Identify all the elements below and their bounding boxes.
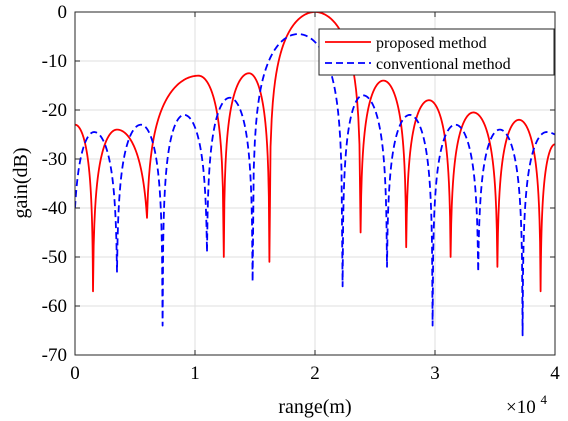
x-axis-label: range(m) — [278, 396, 351, 418]
x-multiplier-exponent: 4 — [540, 392, 547, 407]
x-multiplier-label: ×10 4 — [506, 392, 547, 418]
legend-label-conventional: conventional method — [376, 56, 511, 73]
x-tick-label: 1 — [190, 363, 200, 384]
y-tick-label: -10 — [42, 51, 67, 72]
y-axis-label: gain(dB) — [10, 147, 32, 218]
x-tick-label: 3 — [430, 363, 440, 384]
y-tick-label: 0 — [58, 2, 68, 23]
tick-layer: 0 1 2 3 4 0 -10 -20 -30 -40 -50 -60 -70 — [42, 2, 561, 384]
legend-label-proposed: proposed method — [376, 35, 487, 52]
x-tick-label: 4 — [550, 363, 560, 384]
x-multiplier-base: ×10 — [506, 397, 536, 418]
y-tick-label: -20 — [42, 100, 67, 121]
y-tick-label: -60 — [42, 296, 67, 317]
series-line-proposed — [75, 12, 555, 293]
series-line-conventional — [75, 33, 555, 337]
x-tick-label: 0 — [70, 363, 80, 384]
y-tick-label: -30 — [42, 149, 67, 170]
y-tick-label: -70 — [42, 345, 67, 366]
legend: proposed method conventional method — [318, 28, 555, 76]
x-tick-label: 2 — [310, 363, 320, 384]
legend-box — [318, 28, 555, 76]
y-tick-label: -50 — [42, 247, 67, 268]
y-tick-label: -40 — [42, 198, 67, 219]
series-layer — [75, 12, 555, 337]
